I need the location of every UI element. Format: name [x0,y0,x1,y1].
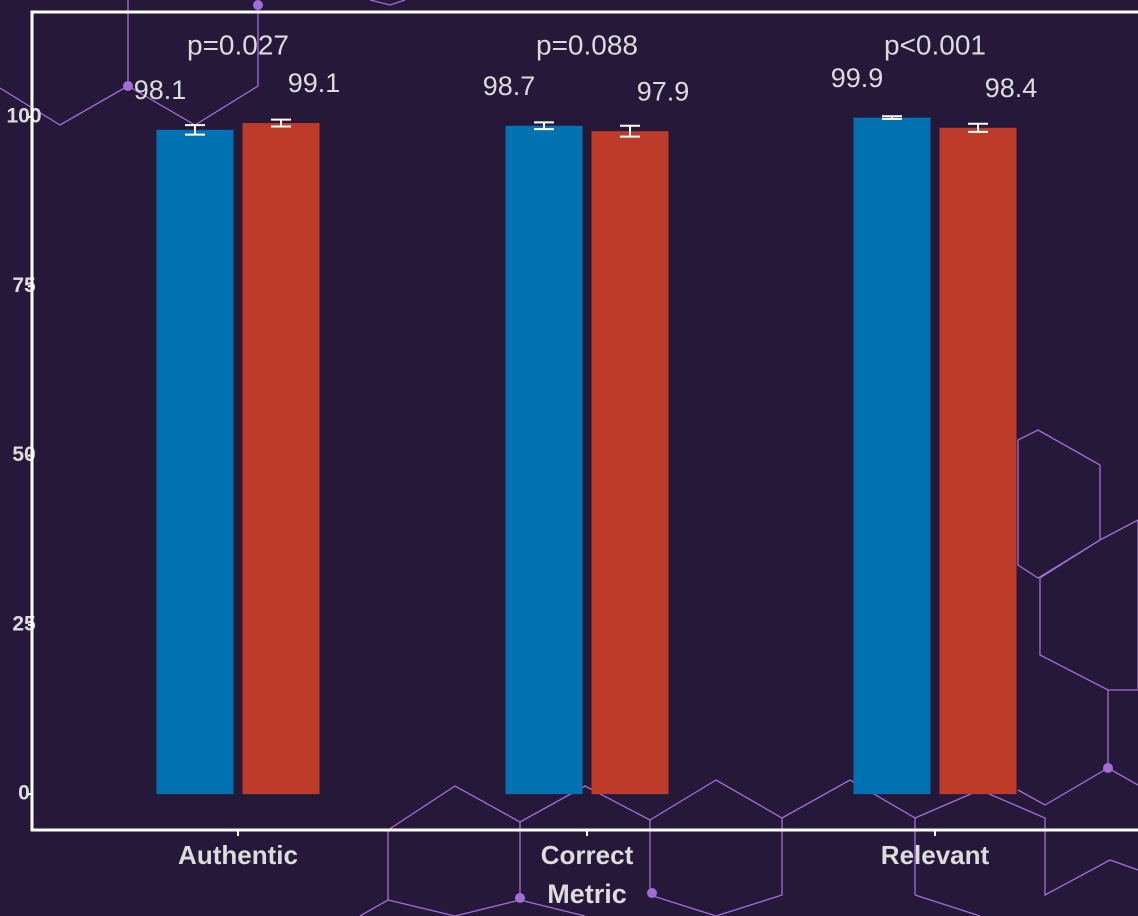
bar [242,123,320,795]
bar [505,125,583,795]
x-tick-label: Authentic [178,840,298,870]
y-tick-label: 100 [6,105,41,128]
bar [156,129,234,795]
bar [939,127,1017,795]
x-tick-label: Relevant [881,840,990,870]
value-label: 98.4 [985,73,1038,103]
bar [853,117,931,795]
x-tick-label: Correct [541,840,634,870]
y-tick-label: 25 [12,612,36,635]
annotation: p=0.027 [187,29,289,60]
value-label: 98.7 [483,71,536,101]
value-label: 99.9 [831,63,884,93]
annotation: p<0.001 [884,29,986,60]
value-label: 98.1 [134,75,187,105]
y-tick-label: 50 [12,443,35,466]
y-tick-label: 0 [18,782,30,805]
x-axis-label: Metric [547,879,627,909]
axes-frame [30,10,1138,832]
value-label: 97.9 [637,76,690,106]
value-label: 99.1 [288,68,341,98]
annotation: p=0.088 [536,29,638,60]
y-tick-label: 75 [12,274,36,297]
bar [591,131,669,795]
